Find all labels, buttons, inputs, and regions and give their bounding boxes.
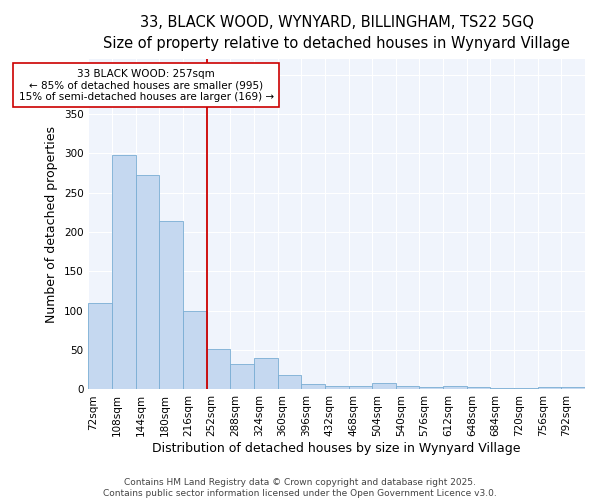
Bar xyxy=(514,388,538,390)
Bar xyxy=(325,386,349,390)
Bar xyxy=(562,387,585,390)
Bar xyxy=(112,155,136,390)
Bar xyxy=(230,364,254,390)
Bar xyxy=(490,388,514,390)
Bar xyxy=(206,350,230,390)
Text: 33 BLACK WOOD: 257sqm
← 85% of detached houses are smaller (995)
15% of semi-det: 33 BLACK WOOD: 257sqm ← 85% of detached … xyxy=(19,68,274,102)
Text: Contains HM Land Registry data © Crown copyright and database right 2025.
Contai: Contains HM Land Registry data © Crown c… xyxy=(103,478,497,498)
Bar xyxy=(301,384,325,390)
Bar xyxy=(467,387,490,390)
Bar xyxy=(396,386,419,390)
Y-axis label: Number of detached properties: Number of detached properties xyxy=(45,126,58,323)
Bar xyxy=(160,221,183,390)
Bar xyxy=(443,386,467,390)
Bar xyxy=(136,174,160,390)
Bar xyxy=(183,311,206,390)
Title: 33, BLACK WOOD, WYNYARD, BILLINGHAM, TS22 5GQ
Size of property relative to detac: 33, BLACK WOOD, WYNYARD, BILLINGHAM, TS2… xyxy=(103,15,570,51)
X-axis label: Distribution of detached houses by size in Wynyard Village: Distribution of detached houses by size … xyxy=(152,442,521,455)
Bar xyxy=(372,383,396,390)
Bar xyxy=(88,303,112,390)
Bar xyxy=(419,387,443,390)
Bar xyxy=(349,386,372,390)
Bar xyxy=(278,374,301,390)
Bar xyxy=(254,358,278,390)
Bar xyxy=(538,387,562,390)
